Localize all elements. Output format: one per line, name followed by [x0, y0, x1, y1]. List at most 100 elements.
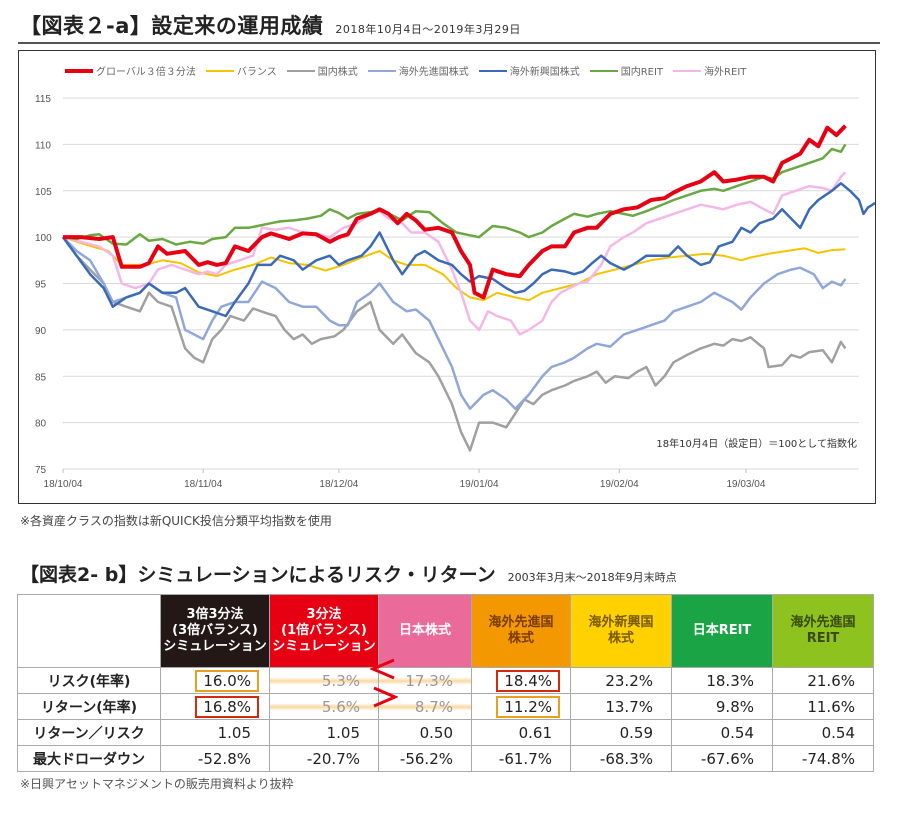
legend-label: 海外REIT — [704, 67, 747, 78]
cell-value: 16.0% — [195, 669, 259, 692]
cell-value: 1.05 — [326, 723, 360, 742]
legend-label: 海外先進国株式 — [398, 67, 469, 78]
table-cell: -52.8% — [160, 745, 270, 772]
legend-swatch — [205, 69, 234, 72]
legend-swatch — [478, 69, 507, 72]
table-row: リターン／リスク 1.05 1.05 0.50 0.61 0.59 0.54 0.54 — [17, 719, 874, 746]
less-than-mark — [370, 658, 395, 680]
legend-item: グローバル３倍３分法 — [65, 63, 196, 78]
row-label: リスク(年率) — [17, 667, 161, 694]
cell-value: -67.6% — [700, 749, 754, 768]
column-header: 日本株式 — [378, 594, 472, 668]
table-corner — [17, 594, 161, 668]
cell-value: 11.6% — [807, 697, 855, 716]
table-cell: 9.8% — [671, 693, 773, 720]
x-tick-label: 19/03/04 — [726, 479, 765, 490]
cell-value: 9.8% — [715, 697, 754, 716]
cell-value: -61.7% — [498, 749, 552, 768]
cell-value: 23.2% — [605, 671, 653, 690]
cell-value: 21.6% — [807, 671, 855, 690]
table-row: リスク(年率) 16.0% 5.3% 17.3% 18.4% 23.2% 18.3% 21.6… — [17, 667, 874, 694]
y-tick-label: 110 — [35, 140, 51, 151]
cell-value: 5.6% — [321, 697, 360, 716]
table-cell: 0.61 — [471, 719, 571, 746]
cell-value: 18.4% — [496, 669, 560, 692]
table-cell: 18.4% — [471, 667, 571, 694]
legend-item: 国内株式 — [286, 63, 358, 78]
column-header: 海外先進国 REIT — [772, 594, 874, 668]
row-label: 最大ドローダウン — [17, 745, 161, 772]
legend-swatch — [673, 69, 702, 72]
legend-item: バランス — [205, 63, 277, 78]
chart-canvas: 75 80 85 90 95 100 105 110 115 18/10/04 18/11/04 18… — [35, 94, 875, 490]
figure-b-title: 【図表2- b】シミュレーションによるリスク・リターン 2003年3月末～2018… — [20, 560, 677, 587]
legend-label: 海外新興国株式 — [509, 67, 580, 78]
legend-label: バランス — [236, 67, 277, 78]
cell-value: 0.54 — [821, 723, 855, 742]
table-cell: 21.6% — [772, 667, 874, 694]
cell-value: 0.50 — [419, 723, 453, 742]
table-cell: 0.50 — [378, 719, 472, 746]
table-cell: 5.6% — [269, 693, 379, 720]
x-tick-label: 18/10/04 — [44, 479, 83, 490]
y-tick-label: 100 — [35, 233, 52, 244]
table-cell: 23.2% — [570, 667, 672, 694]
title-divider — [18, 42, 880, 44]
figure-a-footnote: ※各資産クラスの指数は新QUICK投信分類平均指数を使用 — [20, 514, 332, 528]
legend-label: グローバル３倍３分法 — [96, 67, 196, 78]
y-tick-label: 85 — [35, 372, 47, 383]
series-line — [62, 236, 846, 302]
risk-return-table: 3倍3分法 (3倍バランス) シミュレーション 3分法 (1倍バランス) シミュレーション… — [17, 594, 874, 772]
cell-value: 18.3% — [706, 671, 754, 690]
table-cell: -61.7% — [471, 745, 571, 772]
table-header-row: 3倍3分法 (3倍バランス) シミュレーション 3分法 (1倍バランス) シミュレーション… — [17, 594, 874, 668]
series-line — [62, 236, 847, 410]
legend-label: 国内REIT — [620, 67, 664, 78]
legend-item: 国内REIT — [589, 63, 664, 78]
table-cell: 5.3% — [269, 667, 379, 694]
figure-b-footnote: ※日興アセットマネジメントの販売用資料より抜粋 — [20, 777, 294, 791]
column-header: 3分法 (1倍バランス) シミュレーション — [269, 594, 379, 668]
table-cell: 11.2% — [471, 693, 571, 720]
figure-b-title-text: 【図表2- b】シミュレーションによるリスク・リターン — [20, 564, 496, 586]
table-cell: 1.05 — [160, 719, 270, 746]
cell-value: -74.8% — [801, 749, 855, 768]
table-cell: 16.8% — [160, 693, 270, 720]
cell-value: 11.2% — [496, 695, 560, 718]
cell-value: -52.8% — [197, 749, 251, 768]
series-line — [63, 124, 847, 300]
legend-swatch — [589, 69, 618, 72]
legend-swatch — [367, 69, 396, 72]
table-row: 最大ドローダウン -52.8% -20.7% -56.2% -61.7% -68.3% -6… — [17, 745, 874, 772]
y-tick-label: 95 — [35, 280, 47, 291]
table-cell: 0.59 — [570, 719, 672, 746]
y-tick-label: 105 — [35, 187, 52, 198]
column-header: 日本REIT — [671, 594, 773, 668]
column-header: 海外新興国 株式 — [570, 594, 672, 668]
series-line — [62, 143, 847, 246]
y-tick-label: 75 — [35, 465, 47, 476]
index-annotation: 18年10月4日（設定日）＝100として指数化 — [656, 437, 857, 450]
chart-legend: グローバル３倍３分法 バランス 国内株式 海外先進国株式 海外新興国株式 国内REIT 海外… — [65, 63, 746, 78]
table-cell: 13.7% — [570, 693, 672, 720]
table-cell: -67.6% — [671, 745, 773, 772]
column-header: 海外先進国 株式 — [471, 594, 571, 668]
x-tick-label: 19/01/04 — [460, 479, 499, 490]
table-cell: -56.2% — [378, 745, 472, 772]
table-cell: -20.7% — [269, 745, 379, 772]
cell-value: 17.3% — [405, 671, 453, 690]
figure-a-title: 【図表２-a】設定来の運用成績 2018年10月4日～2019年3月29日 — [20, 10, 521, 40]
performance-chart: 75 80 85 90 95 100 105 110 115 18/10/04 18/11/04 18… — [18, 50, 876, 504]
cell-value: 0.54 — [720, 723, 754, 742]
figure-a-period: 2018年10月4日～2019年3月29日 — [335, 23, 521, 36]
column-header: 3倍3分法 (3倍バランス) シミュレーション — [160, 594, 270, 668]
y-tick-label: 80 — [35, 419, 47, 430]
row-label: リターン／リスク — [17, 719, 161, 746]
cell-value: -56.2% — [399, 749, 453, 768]
table-cell: 0.54 — [671, 719, 773, 746]
cell-value: 13.7% — [605, 697, 653, 716]
legend-item: 海外REIT — [673, 63, 746, 78]
series-line — [61, 182, 875, 318]
table-cell: 16.0% — [160, 667, 270, 694]
figure-b-period: 2003年3月末～2018年9月末時点 — [507, 571, 677, 584]
